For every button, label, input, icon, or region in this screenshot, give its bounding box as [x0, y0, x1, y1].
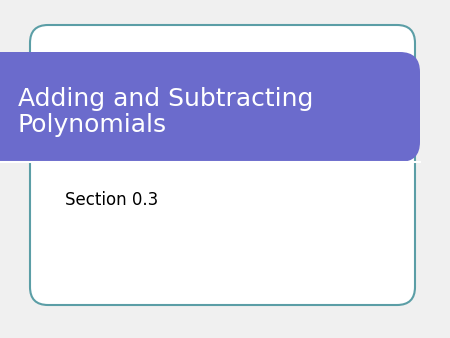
Text: Adding and Subtracting: Adding and Subtracting	[18, 87, 313, 111]
FancyBboxPatch shape	[0, 52, 420, 162]
FancyBboxPatch shape	[30, 25, 415, 305]
Bar	[0, 52, 400, 162]
Text: Section 0.3: Section 0.3	[65, 191, 158, 209]
Bar	[0, 52, 30, 162]
Text: Polynomials: Polynomials	[18, 113, 167, 137]
